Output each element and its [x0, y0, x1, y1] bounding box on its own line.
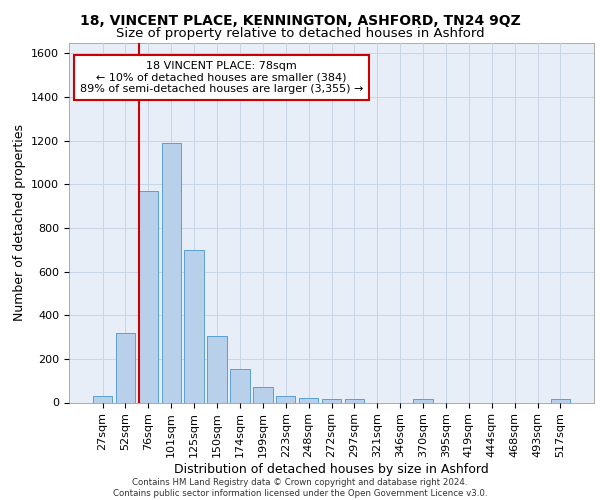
Text: Size of property relative to detached houses in Ashford: Size of property relative to detached ho…	[116, 28, 484, 40]
Bar	[253, 387, 272, 402]
Bar	[413, 399, 433, 402]
Text: 18, VINCENT PLACE, KENNINGTON, ASHFORD, TN24 9QZ: 18, VINCENT PLACE, KENNINGTON, ASHFORD, …	[80, 14, 520, 28]
Text: Contains HM Land Registry data © Crown copyright and database right 2024.
Contai: Contains HM Land Registry data © Crown c…	[113, 478, 487, 498]
Bar	[551, 399, 570, 402]
Bar	[184, 250, 204, 402]
Bar	[344, 399, 364, 402]
Bar	[139, 191, 158, 402]
X-axis label: Distribution of detached houses by size in Ashford: Distribution of detached houses by size …	[174, 463, 489, 476]
Bar	[299, 398, 319, 402]
Y-axis label: Number of detached properties: Number of detached properties	[13, 124, 26, 321]
Text: 18 VINCENT PLACE: 78sqm
← 10% of detached houses are smaller (384)
89% of semi-d: 18 VINCENT PLACE: 78sqm ← 10% of detache…	[80, 61, 364, 94]
Bar	[208, 336, 227, 402]
Bar	[230, 368, 250, 402]
Bar	[116, 332, 135, 402]
Bar	[93, 396, 112, 402]
Bar	[276, 396, 295, 402]
Bar	[322, 399, 341, 402]
Bar	[161, 143, 181, 403]
